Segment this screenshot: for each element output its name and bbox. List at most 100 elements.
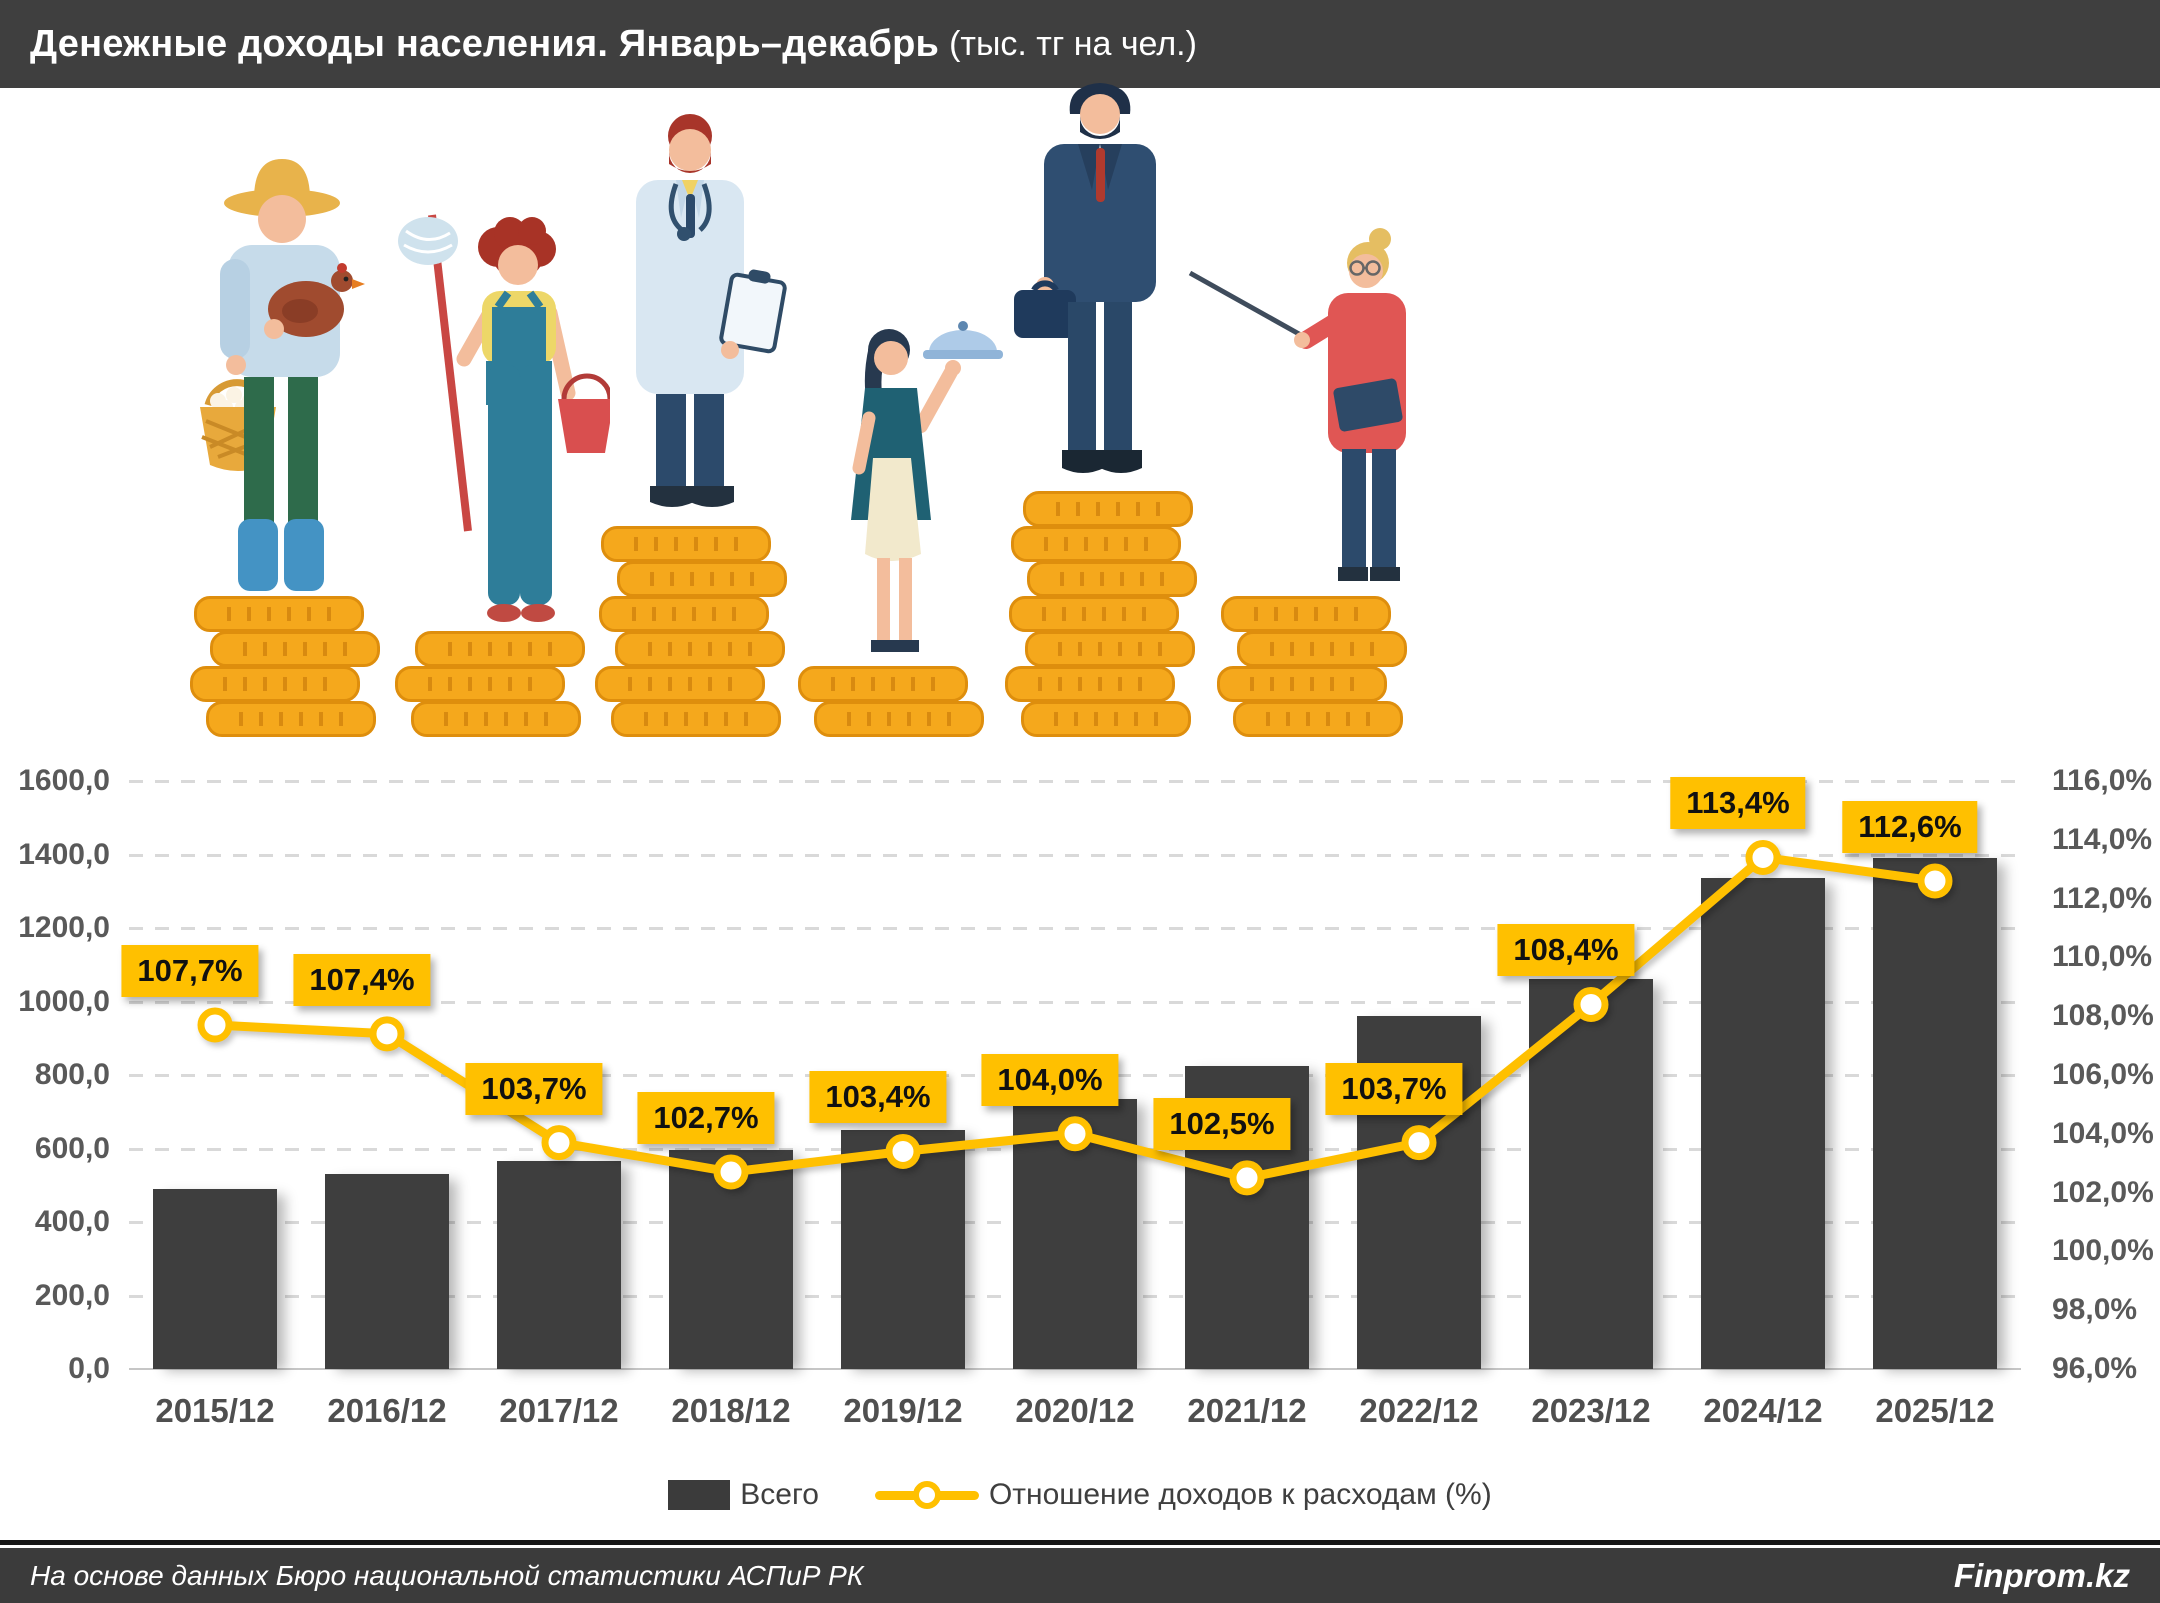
character-cleaner: [370, 201, 610, 737]
bar-2024/12: [1701, 878, 1825, 1369]
left-axis-tick: 1000,0: [18, 984, 110, 1018]
teacher-illustration: [1188, 228, 1406, 581]
gridline: [129, 853, 2021, 857]
bar-2023/12: [1529, 979, 1653, 1369]
character-waitress: [773, 306, 1013, 737]
coin-row: [1023, 491, 1193, 527]
coin-row: [1021, 701, 1191, 737]
line-data-label: 103,7%: [465, 1062, 603, 1115]
coin-row: [210, 631, 380, 667]
right-axis-tick: 112,0%: [2052, 881, 2153, 915]
coin-stack: [370, 631, 610, 737]
character-doctor: [580, 106, 800, 737]
coin-row: [1005, 666, 1175, 702]
x-axis-label: 2020/12: [1015, 1392, 1135, 1429]
coin-row: [395, 666, 565, 702]
coin-stack: [1182, 596, 1442, 737]
bar-2015/12: [153, 1188, 277, 1369]
bar-2018/12: [669, 1150, 793, 1369]
line-data-label: 113,4%: [1670, 777, 1806, 830]
footer-divider: [0, 1540, 2160, 1545]
line-data-label: 102,7%: [637, 1092, 775, 1145]
coin-row: [599, 596, 769, 632]
legend-label-total: Всего: [740, 1478, 819, 1511]
legend-item-total: Всего: [668, 1478, 819, 1512]
coin-row: [798, 666, 968, 702]
right-axis-tick: 108,0%: [2052, 999, 2154, 1033]
line-data-label: 102,5%: [1153, 1097, 1291, 1150]
right-axis-tick: 100,0%: [2052, 1234, 2154, 1268]
x-axis-label: 2023/12: [1531, 1392, 1651, 1429]
line-data-label: 103,4%: [809, 1071, 947, 1124]
coin-row: [617, 561, 787, 597]
right-axis-tick: 96,0%: [2052, 1352, 2138, 1385]
coin-row: [1025, 631, 1195, 667]
left-axis-tick: 0,0: [68, 1352, 110, 1385]
left-axis-tick: 800,0: [34, 1058, 110, 1091]
data-source-note: На основе данных Бюро национальной стати…: [30, 1559, 864, 1591]
coin-row: [194, 596, 364, 632]
coin-row: [206, 701, 376, 737]
coin-row: [190, 666, 360, 702]
bar-2017/12: [497, 1161, 621, 1369]
bar-2020/12: [1013, 1098, 1137, 1369]
bar-series-swatch: [668, 1480, 731, 1510]
x-axis-label: 2024/12: [1703, 1392, 1823, 1429]
x-axis-label: 2025/12: [1875, 1392, 1995, 1429]
x-axis-label: 2019/12: [843, 1392, 963, 1429]
doctor-illustration: [636, 114, 787, 507]
brand-logo: Finprom.kz: [1953, 1556, 2130, 1594]
page-title: Денежные доходы населения. Январь–декабр…: [30, 22, 940, 65]
gridline: [129, 780, 2021, 783]
right-axis-tick: 114,0%: [2052, 822, 2153, 856]
coin-row: [1009, 596, 1179, 632]
x-axis-label: 2016/12: [327, 1392, 447, 1429]
character-teacher: [1182, 221, 1442, 737]
coin-stack: [773, 666, 1013, 737]
page-title-units: (тыс. тг на чел.): [949, 24, 1197, 63]
left-axis-tick: 1600,0: [18, 764, 110, 797]
x-axis-label: 2017/12: [499, 1392, 619, 1429]
coin-stack: [580, 526, 800, 737]
chart-legend: Всего Отношение доходов к расходам (%): [0, 1478, 2160, 1512]
left-axis-tick: 400,0: [34, 1205, 110, 1238]
left-axis-tick: 1400,0: [18, 837, 110, 871]
x-axis-label: 2018/12: [671, 1392, 791, 1429]
coin-row: [601, 526, 771, 562]
bar-2019/12: [841, 1130, 965, 1369]
title-bar: Денежные доходы населения. Январь–декабр…: [0, 0, 2160, 88]
bar-2016/12: [325, 1174, 449, 1369]
left-axis-tick: 1200,0: [18, 911, 110, 944]
line-data-label: 107,4%: [293, 953, 431, 1006]
x-axis-label: 2021/12: [1187, 1392, 1307, 1429]
coin-row: [814, 701, 984, 737]
bar-2025/12: [1873, 858, 1997, 1369]
line-data-label: 104,0%: [981, 1053, 1119, 1106]
coin-row: [1217, 666, 1387, 702]
legend-item-ratio: Отношение доходов к расходам (%): [874, 1478, 1492, 1512]
coin-row: [1237, 631, 1407, 667]
line-marker-icon: [912, 1481, 941, 1509]
right-axis-tick: 110,0%: [2052, 940, 2153, 974]
right-axis-tick: 102,0%: [2052, 1175, 2154, 1209]
character-farmer: [170, 141, 400, 737]
line-data-label: 107,7%: [121, 945, 259, 998]
coin-stack: [990, 491, 1210, 737]
line-series-swatch: [874, 1479, 979, 1511]
coin-row: [1011, 526, 1181, 562]
left-axis-tick: 600,0: [34, 1131, 110, 1165]
coin-row: [615, 631, 785, 667]
right-axis-tick: 116,0%: [2052, 764, 2153, 797]
line-data-label: 103,7%: [1325, 1062, 1463, 1115]
coin-stack: [170, 596, 400, 737]
x-axis-label: 2022/12: [1359, 1392, 1479, 1429]
coin-row: [1233, 701, 1403, 737]
x-axis-line: [129, 1368, 2021, 1370]
line-data-label: 108,4%: [1497, 924, 1635, 977]
left-axis-tick: 200,0: [34, 1278, 110, 1312]
character-businessman: [990, 76, 1210, 737]
x-axis-label: 2015/12: [155, 1392, 275, 1429]
coin-row: [1221, 596, 1391, 632]
farmer-illustration: [200, 159, 365, 591]
